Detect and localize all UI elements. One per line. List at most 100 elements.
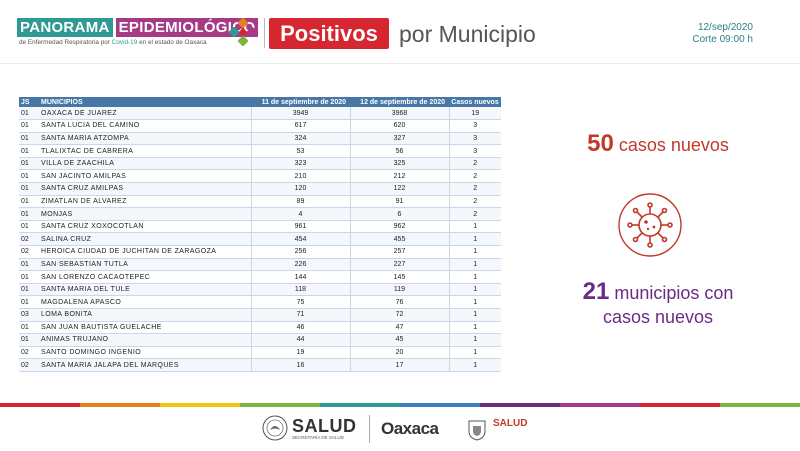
table-row: 02 SANTA MARIA JALAPA DEL MARQUES 16 17 1	[19, 358, 501, 372]
table-row: 02 SANTO DOMINGO INGENIO 19 20 1	[19, 346, 501, 360]
cell-12-sep: 962	[349, 220, 449, 234]
cell-municipio: MAGDALENA APASCO	[39, 295, 251, 309]
cell-js: 01	[19, 119, 39, 133]
municipios-table: JS MUNICIPIOS 11 de septiembre de 2020 1…	[19, 97, 501, 372]
cell-12-sep: 45	[349, 333, 449, 347]
cell-12-sep: 257	[349, 245, 449, 259]
cell-js: 01	[19, 333, 39, 347]
cell-js: 01	[19, 258, 39, 272]
new-cases-label: casos nuevos	[618, 135, 729, 155]
cell-12-sep: 119	[349, 283, 449, 297]
stripe-segment	[0, 403, 80, 407]
municipalities-summary: 21 municipios con casos nuevos	[538, 280, 778, 329]
col-11-sep: 11 de septiembre de 2020	[251, 97, 350, 107]
cell-js: 01	[19, 107, 39, 121]
report-date: 12/sep/2020	[697, 22, 753, 33]
table-row: 01 SAN LORENZO CACAOTEPEC 144 145 1	[19, 270, 501, 284]
cell-casos-nuevos: 2	[448, 195, 501, 209]
cell-js: 03	[19, 308, 39, 322]
cell-casos-nuevos: 3	[448, 119, 501, 133]
col-municipios: MUNICIPIOS	[39, 97, 251, 107]
cell-municipio: SANTA CRUZ AMILPAS	[39, 182, 251, 196]
cell-casos-nuevos: 3	[448, 144, 501, 158]
cell-casos-nuevos: 1	[448, 321, 501, 335]
cell-municipio: SANTA LUCIA DEL CAMINO	[39, 119, 251, 133]
cell-municipio: HEROICA CIUDAD DE JUCHITAN DE ZARAGOZA	[39, 245, 251, 259]
cell-12-sep: 122	[349, 182, 449, 196]
municipalities-label-2: casos nuevos	[602, 307, 714, 327]
cell-12-sep: 47	[349, 321, 449, 335]
header-rule	[0, 63, 800, 64]
header: PANORAMA EPIDEMIOLÓGICO de Enfermedad Re…	[0, 0, 800, 62]
cell-11-sep: 71	[250, 308, 350, 322]
stripe-segment	[240, 403, 320, 407]
cell-11-sep: 210	[250, 169, 350, 184]
cell-11-sep: 118	[250, 283, 350, 297]
footer: SALUD SECRETARÍA DE SALUD Oaxaca SALUD	[0, 407, 800, 451]
cell-municipio: OAXACA DE JUAREZ	[39, 107, 251, 121]
stripe-segment	[640, 403, 720, 407]
salud-right-label: SALUD	[493, 418, 528, 429]
cell-11-sep: 323	[250, 157, 350, 171]
cell-js: 01	[19, 220, 39, 234]
cell-municipio: SAN JACINTO AMILPAS	[39, 169, 251, 184]
cell-js: 01	[19, 207, 39, 221]
cell-municipio: SALINA CRUZ	[39, 232, 251, 247]
salud-text: SALUD SECRETARÍA DE SALUD	[292, 417, 357, 440]
cell-11-sep: 226	[250, 258, 350, 272]
cell-12-sep: 455	[349, 232, 449, 247]
table-header-row: JS MUNICIPIOS 11 de septiembre de 2020 1…	[19, 97, 501, 107]
table-row: 01 VILLA DE ZAACHILA 323 325 2	[19, 157, 501, 171]
header-divider	[264, 18, 265, 48]
cell-12-sep: 72	[349, 308, 449, 322]
table-row: 03 LOMA BONITA 71 72 1	[19, 308, 501, 322]
stripe-segment	[400, 403, 480, 407]
brand-word-epidemiologico: EPIDEMIOLÓGICO	[115, 18, 259, 37]
cell-js: 01	[19, 283, 39, 297]
cell-municipio: MONJAS	[39, 207, 251, 221]
cell-municipio: SANTA MARIA ATZOMPA	[39, 132, 251, 146]
stripe-segment	[80, 403, 160, 407]
new-cases-summary: 50 casos nuevos	[548, 130, 768, 158]
table-row: 01 SANTA MARIA ATZOMPA 324 327 3	[19, 132, 501, 146]
oaxaca-seal-icon	[468, 420, 486, 441]
table-row: 01 ANIMAS TRUJANO 44 45 1	[19, 333, 501, 347]
cell-11-sep: 961	[250, 220, 350, 234]
cell-11-sep: 4	[250, 207, 350, 221]
table-row: 01 SAN JACINTO AMILPAS 210 212 2	[19, 169, 501, 184]
cell-js: 01	[19, 321, 39, 335]
cell-municipio: TLALIXTAC DE CABRERA	[39, 144, 251, 158]
table-row: 01 TLALIXTAC DE CABRERA 53 56 3	[19, 144, 501, 158]
cell-js: 02	[19, 232, 39, 247]
col-12-sep: 12 de septiembre de 2020	[350, 97, 449, 107]
cell-municipio: SAN JUAN BAUTISTA GUELACHE	[39, 321, 251, 335]
cell-js: 01	[19, 157, 39, 171]
cell-casos-nuevos: 2	[448, 157, 501, 171]
cell-12-sep: 17	[349, 358, 449, 372]
brand-x-logo-icon	[229, 18, 257, 46]
cell-11-sep: 75	[250, 295, 350, 309]
cell-js: 01	[19, 132, 39, 146]
color-stripe	[0, 403, 800, 407]
report-cutoff: Corte 09:00 h	[692, 34, 753, 45]
table-row: 01 SANTA CRUZ AMILPAS 120 122 2	[19, 182, 501, 196]
cell-11-sep: 454	[250, 232, 350, 247]
cell-casos-nuevos: 1	[448, 232, 501, 247]
cell-casos-nuevos: 19	[448, 107, 501, 121]
cell-11-sep: 16	[250, 358, 350, 372]
mexico-seal-icon	[262, 415, 288, 441]
municipalities-label-1: municipios con	[614, 283, 734, 303]
cell-municipio: SANTA MARIA JALAPA DEL MARQUES	[39, 358, 251, 372]
cell-11-sep: 44	[250, 333, 350, 347]
cell-11-sep: 89	[250, 195, 350, 209]
cell-11-sep: 19	[250, 346, 350, 360]
stripe-segment	[160, 403, 240, 407]
cell-js: 02	[19, 245, 39, 259]
table-row: 01 MAGDALENA APASCO 75 76 1	[19, 295, 501, 309]
cell-js: 02	[19, 346, 39, 360]
cell-12-sep: 56	[349, 144, 449, 158]
oaxaca-logo: Oaxaca	[381, 419, 439, 438]
cell-12-sep: 20	[349, 346, 449, 360]
table-row: 01 SAN JUAN BAUTISTA GUELACHE 46 47 1	[19, 321, 501, 335]
footer-divider	[369, 415, 370, 443]
